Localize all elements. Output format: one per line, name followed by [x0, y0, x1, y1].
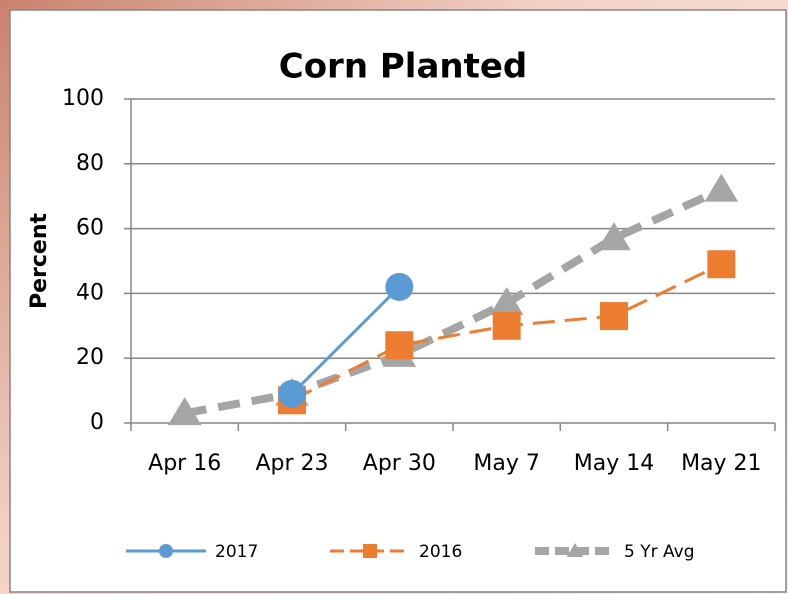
- legend-label: 2016: [419, 542, 462, 562]
- series-line: [183, 186, 723, 418]
- point: [704, 173, 739, 202]
- chart-frame: [9, 9, 787, 593]
- point: [597, 222, 631, 251]
- x-tick-label: May 14: [574, 451, 654, 476]
- x-tick-label: Apr 30: [363, 451, 436, 476]
- x-tick-label: Apr 23: [255, 451, 328, 476]
- x-tick-label: May 21: [681, 451, 761, 476]
- legend-label: 2017: [215, 542, 258, 562]
- point: [278, 379, 306, 408]
- point: [385, 331, 414, 360]
- point: [489, 287, 524, 316]
- y-tick-label: 100: [62, 86, 104, 111]
- y-tick-label: 20: [76, 345, 104, 370]
- y-tick-label: 80: [76, 151, 104, 176]
- point: [566, 542, 584, 557]
- y-tick-label: 40: [76, 280, 104, 305]
- point: [167, 397, 202, 426]
- point: [492, 311, 521, 340]
- series-line: [290, 285, 401, 395]
- x-tick-label: Apr 16: [148, 451, 221, 476]
- x-tick-label: May 7: [473, 451, 539, 476]
- point: [707, 250, 736, 279]
- legend-label: 5 Yr Avg: [624, 542, 694, 562]
- y-tick-label: 0: [90, 410, 104, 435]
- chart-title: Corn Planted: [279, 47, 528, 87]
- point: [363, 544, 377, 558]
- point: [600, 302, 628, 331]
- point: [159, 544, 173, 558]
- y-tick-label: 60: [76, 216, 104, 241]
- point: [385, 272, 414, 301]
- y-axis-label: Percent: [27, 213, 52, 310]
